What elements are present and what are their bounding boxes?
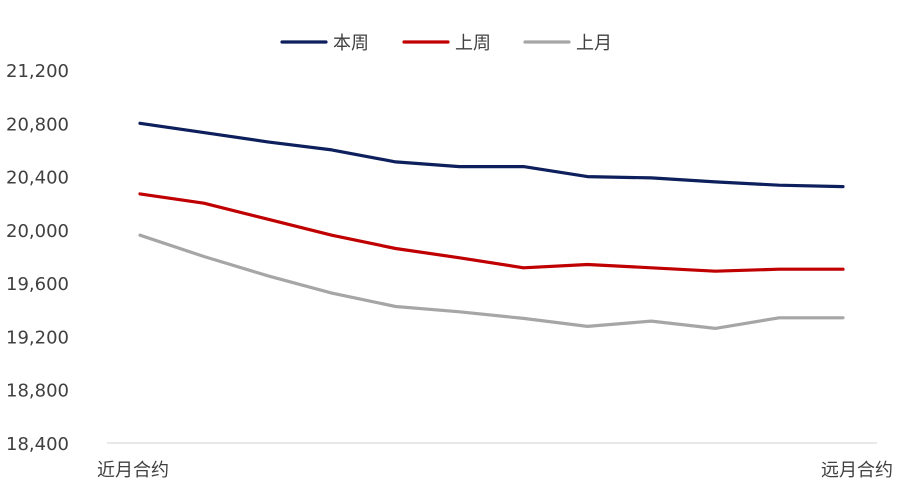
data-point xyxy=(521,266,525,270)
data-point xyxy=(585,262,589,266)
y-tick-label: 18,800 xyxy=(6,381,69,402)
series-line-2 xyxy=(138,233,845,330)
y-tick-label: 19,600 xyxy=(6,274,69,295)
series-layer xyxy=(138,121,845,330)
data-point xyxy=(777,267,781,271)
data-point xyxy=(458,256,462,260)
data-point xyxy=(266,140,270,144)
data-point xyxy=(713,180,717,184)
y-tick-label: 19,200 xyxy=(6,327,69,348)
x-tick-label: 远月合约 xyxy=(821,460,893,481)
data-point xyxy=(585,175,589,179)
series-line-0 xyxy=(138,121,845,189)
data-point xyxy=(521,316,525,320)
data-point xyxy=(266,274,270,278)
data-point xyxy=(713,326,717,330)
legend: 本周 上周 上月 xyxy=(280,33,612,54)
data-point xyxy=(394,304,398,308)
data-point xyxy=(841,267,845,271)
data-point xyxy=(394,247,398,251)
data-point xyxy=(777,316,781,320)
data-point xyxy=(585,324,589,328)
data-point xyxy=(330,233,334,237)
data-point xyxy=(330,148,334,152)
data-point xyxy=(458,310,462,314)
y-tick-label: 18,400 xyxy=(6,434,69,455)
data-point xyxy=(841,185,845,189)
series-line-1 xyxy=(138,192,845,273)
x-axis: 近月合约 远月合约 xyxy=(97,442,893,481)
data-point xyxy=(394,160,398,164)
y-tick-label: 20,000 xyxy=(6,221,69,242)
y-axis: 18,400 18,800 19,200 19,600 20,000 20,400 20,8… xyxy=(6,61,69,455)
data-point xyxy=(458,165,462,169)
data-point xyxy=(841,316,845,320)
data-point xyxy=(330,291,334,295)
data-point xyxy=(138,192,142,196)
legend-label: 上月 xyxy=(576,33,612,54)
data-point xyxy=(521,165,525,169)
data-point xyxy=(138,233,142,237)
data-point xyxy=(202,255,206,259)
legend-label: 上周 xyxy=(455,33,491,54)
data-point xyxy=(266,217,270,221)
data-point xyxy=(202,201,206,205)
legend-label: 本周 xyxy=(333,33,369,54)
y-tick-label: 20,800 xyxy=(6,114,69,135)
data-point xyxy=(713,269,717,273)
y-tick-label: 20,400 xyxy=(6,168,69,189)
data-point xyxy=(202,131,206,135)
data-point xyxy=(649,176,653,180)
data-point xyxy=(649,266,653,270)
y-tick-label: 21,200 xyxy=(6,61,69,82)
data-point xyxy=(138,121,142,125)
x-tick-label: 近月合约 xyxy=(97,460,169,481)
data-point xyxy=(649,319,653,323)
data-point xyxy=(777,183,781,187)
